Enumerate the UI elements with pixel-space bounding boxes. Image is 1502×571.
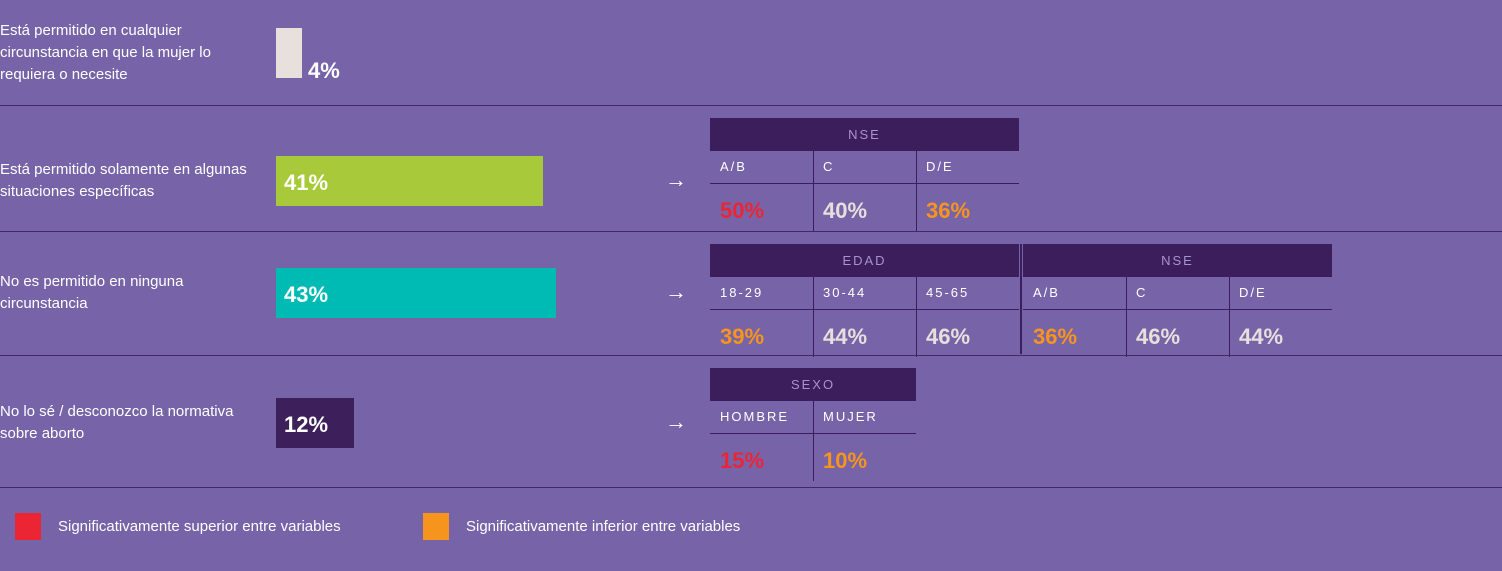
breakdown-value: 15% bbox=[720, 448, 765, 473]
legend-swatch bbox=[423, 513, 449, 540]
value-label: 41% bbox=[284, 170, 329, 195]
column-divider bbox=[813, 277, 814, 357]
group-header: SEXO bbox=[710, 368, 916, 401]
column-label: D/E bbox=[1239, 285, 1267, 300]
bar bbox=[276, 156, 543, 206]
breakdown-value: 36% bbox=[1033, 324, 1078, 349]
column-divider bbox=[916, 277, 917, 357]
column-label: A/B bbox=[720, 159, 747, 174]
group-divider bbox=[1020, 244, 1022, 354]
breakdown-value: 44% bbox=[823, 324, 868, 349]
breakdown-value: 44% bbox=[1239, 324, 1284, 349]
column-label: D/E bbox=[926, 159, 954, 174]
breakdown-value: 36% bbox=[926, 198, 971, 223]
breakdown-value: 40% bbox=[823, 198, 868, 223]
column-divider bbox=[1126, 277, 1127, 357]
column-label: HOMBRE bbox=[720, 409, 790, 424]
value-label: 4% bbox=[308, 58, 340, 83]
group-header: NSE bbox=[710, 118, 1019, 151]
column-label: C bbox=[1136, 285, 1148, 300]
separator bbox=[0, 231, 1502, 232]
separator bbox=[0, 487, 1502, 488]
row-label: No es permitido en ninguna circunstancia bbox=[0, 273, 184, 312]
column-label: 18-29 bbox=[720, 285, 764, 300]
bar bbox=[276, 268, 556, 318]
column-label: A/B bbox=[1033, 285, 1060, 300]
column-divider bbox=[1229, 277, 1230, 357]
arrow: → bbox=[665, 409, 687, 434]
column-label: 30-44 bbox=[823, 285, 867, 300]
row-label: Está permitido en cualquier circunstanci… bbox=[0, 22, 211, 83]
bar bbox=[276, 28, 302, 78]
legend-swatch bbox=[15, 513, 41, 540]
header-rule bbox=[710, 309, 1019, 310]
legend-label: Significativamente inferior entre variab… bbox=[466, 518, 741, 535]
header-rule bbox=[1023, 309, 1332, 310]
column-divider bbox=[813, 151, 814, 231]
group-header: NSE bbox=[1023, 244, 1332, 277]
breakdown-value: 46% bbox=[926, 324, 971, 349]
value-label: 43% bbox=[284, 282, 329, 307]
row-label: No lo sé / desconozco la normativa sobre… bbox=[0, 403, 234, 442]
value-label: 12% bbox=[284, 412, 329, 437]
column-divider bbox=[813, 401, 814, 481]
breakdown-value: 46% bbox=[1136, 324, 1181, 349]
breakdown-value: 10% bbox=[823, 448, 868, 473]
arrow: → bbox=[665, 279, 687, 304]
row-label: Está permitido solamente en algunas situ… bbox=[0, 161, 247, 200]
column-label: MUJER bbox=[823, 409, 878, 424]
column-label: 45-65 bbox=[926, 285, 970, 300]
group-header: EDAD bbox=[710, 244, 1019, 277]
column-divider bbox=[916, 151, 917, 231]
column-label: C bbox=[823, 159, 835, 174]
legend-label: Significativamente superior entre variab… bbox=[58, 518, 341, 535]
arrow: → bbox=[665, 167, 687, 192]
separator bbox=[0, 105, 1502, 106]
bar bbox=[276, 398, 354, 448]
breakdown-value: 39% bbox=[720, 324, 765, 349]
breakdown-value: 50% bbox=[720, 198, 765, 223]
separator bbox=[0, 355, 1502, 356]
header-rule bbox=[710, 183, 1019, 184]
